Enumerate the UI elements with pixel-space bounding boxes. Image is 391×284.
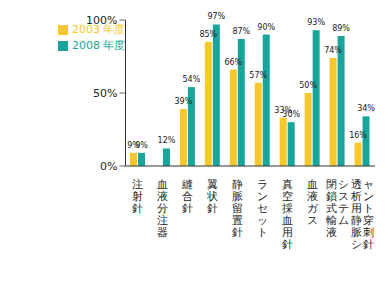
svg-text:針: 針: [132, 202, 143, 215]
svg-text:87%: 87%: [232, 27, 250, 36]
svg-text:器: 器: [157, 226, 168, 239]
svg-text:50%: 50%: [299, 81, 317, 90]
svg-text:針: 針: [182, 202, 193, 215]
svg-text:12%: 12%: [158, 136, 176, 145]
svg-text:57%: 57%: [249, 71, 267, 80]
svg-text:30%: 30%: [282, 110, 300, 119]
svg-text:針: 針: [207, 202, 218, 215]
svg-text:89%: 89%: [332, 24, 350, 33]
svg-text:ス: ス: [307, 214, 318, 227]
svg-text:54%: 54%: [183, 75, 201, 84]
svg-text:針: 針: [232, 226, 243, 239]
svg-text:66%: 66%: [224, 58, 242, 67]
svg-text:ト: ト: [257, 226, 268, 239]
svg-text:50%: 50%: [93, 87, 117, 100]
svg-text:針: 針: [282, 238, 293, 251]
svg-text:74%: 74%: [324, 46, 342, 55]
svg-text:16%: 16%: [349, 131, 367, 140]
svg-text:0%: 0%: [100, 160, 117, 173]
svg-text:39%: 39%: [175, 97, 193, 106]
svg-text:液: 液: [326, 226, 337, 239]
svg-text:34%: 34%: [357, 104, 375, 113]
svg-text:針: 針: [363, 238, 374, 251]
svg-text:9%: 9%: [135, 141, 148, 150]
svg-text:93%: 93%: [307, 18, 325, 27]
svg-text:90%: 90%: [257, 23, 275, 32]
svg-text:85%: 85%: [199, 30, 217, 39]
svg-text:97%: 97%: [207, 12, 225, 21]
svg-text:シ: シ: [351, 238, 362, 251]
svg-text:ム: ム: [338, 214, 349, 227]
svg-text:100%: 100%: [86, 14, 117, 27]
